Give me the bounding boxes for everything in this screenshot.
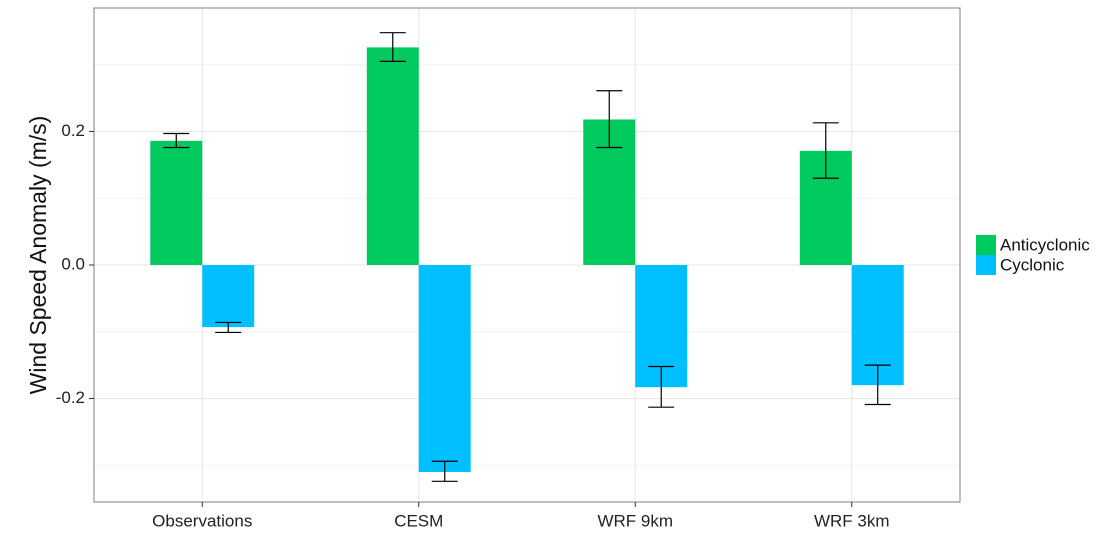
error-bar-cyclonic-4 — [864, 364, 891, 406]
error-bar-anticyclonic-1 — [163, 132, 190, 149]
bar-anticyclonic-1 — [150, 140, 203, 266]
bars-group — [150, 47, 904, 472]
plot-panel-border — [93, 7, 961, 503]
bar-anticyclonic-2 — [366, 47, 419, 266]
y-axis: -0.2 0.0 0.2 — [56, 121, 94, 407]
x-tick-label: CESM — [394, 511, 443, 530]
bar-cyclonic-1 — [202, 265, 255, 328]
legend-label: Cyclonic — [1000, 255, 1065, 274]
legend-item-anticyclonic: Anticyclonic — [976, 235, 1090, 255]
y-tick-label: 0.0 — [61, 254, 85, 273]
y-tick-label: 0.2 — [61, 121, 85, 140]
error-bar-cyclonic-1 — [215, 321, 242, 334]
y-axis-title: Wind Speed Anomaly (m/s) — [25, 116, 51, 395]
legend-swatch — [976, 255, 996, 275]
x-tick-label: Observations — [152, 511, 252, 530]
legend-swatch — [976, 235, 996, 255]
error-bars-group — [163, 32, 891, 482]
y-tick-label: -0.2 — [56, 388, 85, 407]
x-tick-label: WRF 3km — [814, 511, 890, 530]
x-tick-label: WRF 9km — [597, 511, 673, 530]
bar-cyclonic-2 — [418, 265, 471, 472]
error-bar-anticyclonic-3 — [596, 90, 623, 149]
legend-item-cyclonic: Cyclonic — [976, 255, 1065, 275]
error-bar-anticyclonic-4 — [812, 122, 839, 179]
error-bar-cyclonic-2 — [431, 460, 458, 482]
minor-gridlines — [94, 64, 960, 466]
x-axis: Observations CESM WRF 9km WRF 3km — [152, 502, 890, 530]
error-bar-cyclonic-3 — [648, 365, 675, 408]
error-bar-anticyclonic-2 — [379, 32, 406, 63]
legend-label: Anticyclonic — [1000, 235, 1090, 254]
